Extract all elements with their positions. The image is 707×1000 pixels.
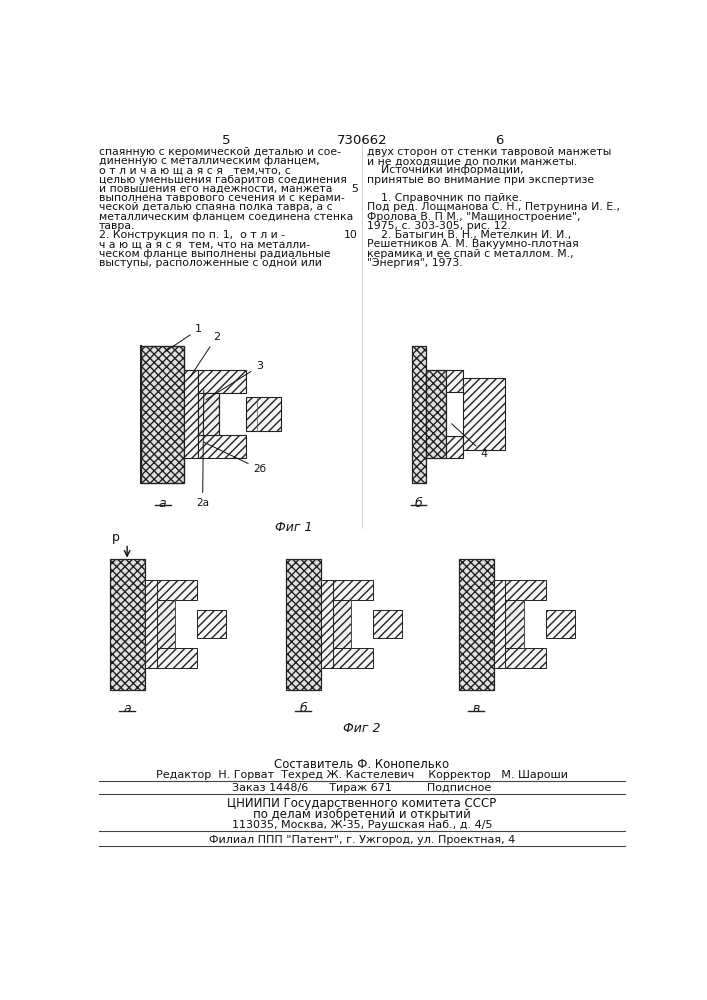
Text: в: в — [472, 702, 479, 715]
Text: ЦНИИПИ Государственного комитета СССР: ЦНИИПИ Государственного комитета СССР — [228, 797, 496, 810]
Text: тавра.: тавра. — [99, 221, 136, 231]
Bar — [506, 600, 524, 648]
Text: Решетников А. М. Вакуумно-плотная: Решетников А. М. Вакуумно-плотная — [368, 239, 579, 249]
Bar — [184, 370, 198, 458]
Bar — [156, 600, 175, 648]
Bar — [198, 435, 246, 458]
Text: целью уменьшения габаритов соединения: целью уменьшения габаритов соединения — [99, 175, 347, 185]
Text: Под ред. Лощманова С. Н., Петрунина И. Е.,: Под ред. Лощманова С. Н., Петрунина И. Е… — [368, 202, 620, 212]
Text: 2: 2 — [190, 332, 221, 377]
Bar — [110, 559, 145, 690]
Text: Источники информации,: Источники информации, — [368, 165, 524, 175]
Text: 1: 1 — [165, 324, 202, 352]
Text: металлическим фланцем соединена стенка: металлическим фланцем соединена стенка — [99, 212, 354, 222]
Text: Редактор  Н. Горват  Техред Ж. Кастелевич    Корректор   М. Шароши: Редактор Н. Горват Техред Ж. Кастелевич … — [156, 770, 568, 780]
Text: керамика и ее спай с металлом. М.,: керамика и ее спай с металлом. М., — [368, 249, 574, 259]
Text: 2. Батыгин В. Н., Метелкин И. И.,: 2. Батыгин В. Н., Метелкин И. И., — [368, 230, 572, 240]
Bar — [286, 559, 321, 690]
Bar — [198, 370, 246, 393]
Text: 5: 5 — [222, 134, 230, 147]
Bar — [546, 610, 575, 638]
Text: 1. Справочник по пайке.: 1. Справочник по пайке. — [368, 193, 522, 203]
Text: 730662: 730662 — [337, 134, 387, 147]
Bar — [332, 580, 373, 600]
Bar — [156, 648, 197, 668]
Text: "Энергия", 1973.: "Энергия", 1973. — [368, 258, 463, 268]
Bar — [198, 393, 219, 435]
Text: ческой деталью спаяна полка тавра, а с: ческой деталью спаяна полка тавра, а с — [99, 202, 333, 212]
Bar — [426, 370, 445, 458]
Text: 4: 4 — [452, 424, 488, 459]
Text: а: а — [159, 497, 167, 510]
Text: 1975, с. 303-305, рис. 12.: 1975, с. 303-305, рис. 12. — [368, 221, 511, 231]
Text: ческом фланце выполнены радиальные: ческом фланце выполнены радиальные — [99, 249, 331, 259]
Bar — [445, 370, 462, 392]
Bar — [156, 580, 197, 600]
Text: и не доходящие до полки манжеты.: и не доходящие до полки манжеты. — [368, 156, 578, 166]
Text: 113035, Москва, Ж-35, Раушская наб., д. 4/5: 113035, Москва, Ж-35, Раушская наб., д. … — [232, 820, 492, 830]
Bar — [145, 580, 156, 668]
Bar — [493, 580, 506, 668]
Bar — [506, 580, 546, 600]
Text: и повышения его надежности, манжета: и повышения его надежности, манжета — [99, 184, 332, 194]
Text: 6: 6 — [495, 134, 503, 147]
Text: Фролова В. П М., "Машиностроение",: Фролова В. П М., "Машиностроение", — [368, 212, 581, 222]
Text: б: б — [299, 702, 307, 715]
Bar — [445, 436, 462, 458]
Text: 2б: 2б — [204, 442, 267, 474]
Text: Филиал ППП "Патент", г. Ужгород, ул. Проектная, 4: Филиал ППП "Патент", г. Ужгород, ул. Про… — [209, 835, 515, 845]
Text: р: р — [112, 530, 120, 544]
Text: выступы, расположенные с одной или: выступы, расположенные с одной или — [99, 258, 322, 268]
Bar — [332, 648, 373, 668]
Bar — [141, 346, 184, 483]
Text: ч а ю щ а я с я  тем, что на металли-: ч а ю щ а я с я тем, что на металли- — [99, 239, 310, 249]
Text: 5: 5 — [351, 184, 358, 194]
Text: Фиг 2: Фиг 2 — [343, 722, 380, 735]
Bar — [462, 378, 506, 450]
Text: Составитель Ф. Конопелько: Составитель Ф. Конопелько — [274, 758, 450, 771]
Text: принятые во внимание при экспертизе: принятые во внимание при экспертизе — [368, 175, 595, 185]
Text: 2. Конструкция по п. 1,  о т л и -: 2. Конструкция по п. 1, о т л и - — [99, 230, 286, 240]
Text: по делам изобретений и открытий: по делам изобретений и открытий — [253, 808, 471, 821]
Text: 3: 3 — [206, 361, 263, 400]
Bar — [332, 600, 351, 648]
Bar — [197, 610, 226, 638]
Bar — [506, 648, 546, 668]
Text: 2а: 2а — [196, 390, 209, 508]
Text: о т л и ч а ю щ а я с я   тем,что, с: о т л и ч а ю щ а я с я тем,что, с — [99, 165, 291, 175]
Text: диненную с металлическим фланцем,: диненную с металлическим фланцем, — [99, 156, 320, 166]
Text: б: б — [414, 497, 422, 510]
Text: 10: 10 — [344, 230, 358, 240]
Text: Фиг 1: Фиг 1 — [275, 521, 312, 534]
Bar — [459, 559, 493, 690]
Text: выполнена таврового сечения и с керами-: выполнена таврового сечения и с керами- — [99, 193, 345, 203]
Text: Заказ 1448/6      Тираж 671          Подписное: Заказ 1448/6 Тираж 671 Подписное — [233, 783, 491, 793]
Bar — [373, 610, 402, 638]
Text: двух сторон от стенки тавровой манжеты: двух сторон от стенки тавровой манжеты — [368, 147, 612, 157]
Text: спаянную с керомической деталью и сое-: спаянную с керомической деталью и сое- — [99, 147, 341, 157]
Text: а: а — [123, 702, 131, 715]
Bar — [246, 397, 281, 431]
Bar — [321, 580, 332, 668]
Bar — [412, 346, 426, 483]
